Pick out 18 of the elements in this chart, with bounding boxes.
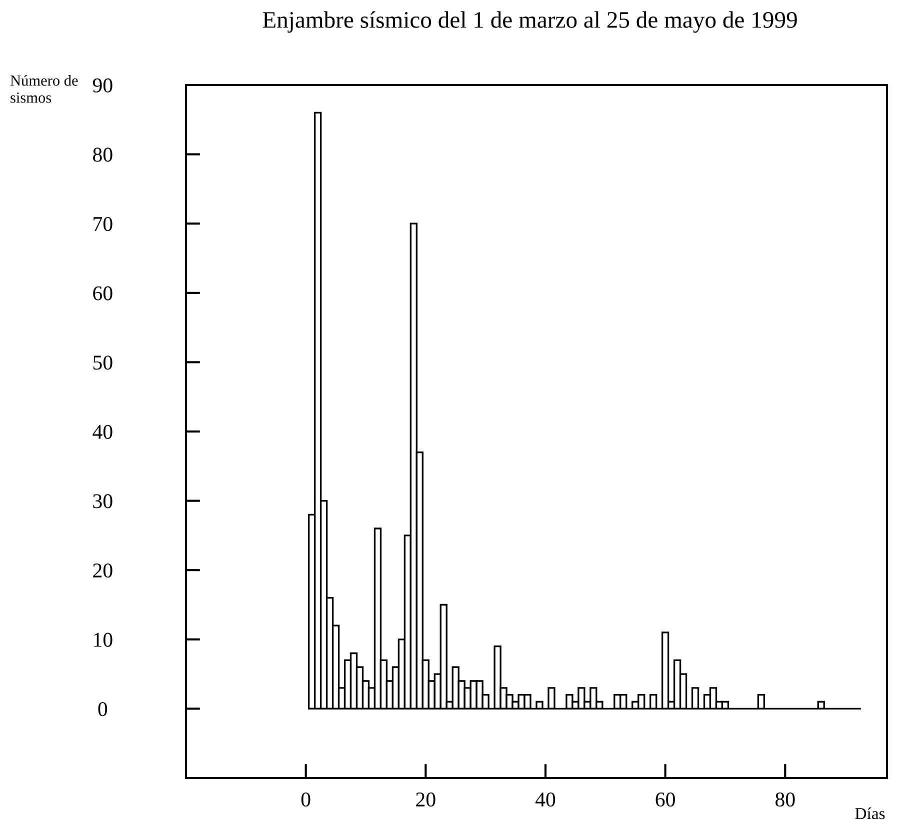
y-tick-label: 30 [93, 494, 112, 508]
y-tick-label: 60 [93, 286, 112, 300]
x-tick-label: 60 [656, 792, 675, 807]
y-tick-label: 10 [94, 632, 112, 647]
y-tick-label: 70 [94, 216, 112, 232]
chart-title: Enjambre sísmico del 1 de marzo al 25 de mayo de 1999 [262, 11, 797, 33]
y-axis-title: Número de sismos [10, 74, 78, 103]
x-tick-label: 40 [535, 792, 556, 807]
y-tick-label: 0 [98, 702, 108, 716]
y-tick-label: 20 [93, 563, 112, 578]
y-tick-label: 90 [92, 78, 112, 92]
y-tick-label: 50 [93, 356, 112, 370]
x-tick-label: 20 [416, 792, 436, 807]
y-tick-label: 80 [93, 148, 112, 162]
y-tick-label: 40 [92, 424, 112, 439]
x-axis-title: Días [855, 807, 885, 820]
x-tick-label: 80 [776, 792, 795, 807]
x-tick-label: 0 [301, 792, 310, 807]
